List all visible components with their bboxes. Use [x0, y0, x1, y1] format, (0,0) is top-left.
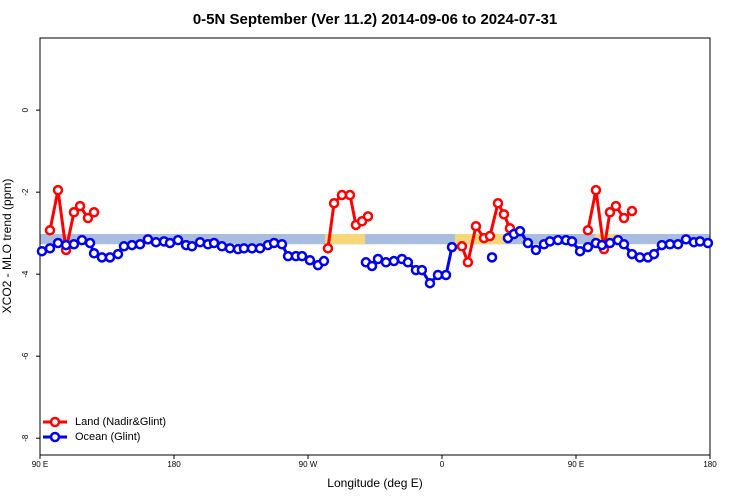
x-tick-label: 90 E — [568, 460, 584, 469]
legend-marker — [49, 416, 61, 428]
data-point — [574, 245, 586, 257]
data-point — [44, 243, 56, 254]
data-point — [402, 257, 414, 268]
data-point — [68, 207, 80, 218]
data-point — [424, 277, 436, 289]
data-point — [440, 269, 452, 281]
data-point — [582, 241, 594, 253]
data-point — [566, 236, 578, 247]
data-point — [366, 260, 378, 272]
data-point — [328, 197, 340, 209]
data-point — [362, 211, 374, 222]
y-tick-label: -6 — [21, 352, 30, 360]
data-point — [656, 239, 668, 251]
data-point — [610, 200, 622, 212]
data-point — [456, 241, 468, 252]
data-point — [150, 236, 162, 248]
data-point — [544, 236, 556, 247]
data-point — [582, 225, 594, 236]
data-point — [52, 237, 64, 249]
legend-marker — [49, 431, 61, 443]
data-point — [84, 237, 96, 249]
data-point — [372, 253, 384, 265]
x-axis-label: Longitude (deg E) — [327, 476, 422, 490]
y-tick-label: 0 — [21, 107, 30, 112]
data-point — [388, 255, 400, 267]
data-point — [104, 252, 116, 263]
reference-band — [40, 233, 710, 245]
data-point — [134, 238, 146, 250]
data-point — [82, 212, 94, 224]
data-point — [446, 241, 458, 253]
data-point — [322, 243, 334, 254]
data-point — [172, 234, 184, 246]
x-tick-label: 180 — [167, 460, 181, 469]
series-line — [48, 189, 633, 268]
data-point — [88, 207, 100, 218]
data-point — [470, 220, 482, 232]
x-tick-label: 0 — [440, 460, 445, 469]
data-point — [486, 252, 498, 263]
data-point — [702, 237, 714, 249]
data-point — [462, 257, 474, 268]
data-point — [344, 189, 356, 201]
x-tick-label: 180 — [703, 460, 717, 469]
y-tick-label: -2 — [21, 188, 30, 196]
data-point — [618, 212, 630, 224]
data-point — [126, 239, 138, 251]
data-point — [112, 248, 124, 260]
data-point — [522, 237, 534, 249]
data-point — [484, 230, 496, 242]
data-point — [296, 250, 308, 262]
data-point — [514, 225, 526, 237]
data-point — [224, 243, 236, 254]
legend-label: Ocean (Glint) — [75, 431, 140, 443]
land-span — [324, 233, 366, 245]
data-point — [118, 241, 130, 252]
data-point — [216, 241, 228, 252]
data-point — [498, 209, 510, 220]
x-tick-label: 90 E — [32, 460, 48, 469]
data-point — [672, 238, 684, 250]
data-point — [44, 225, 56, 236]
x-tick-label: 90 W — [299, 460, 318, 469]
data-point — [596, 239, 608, 251]
data-point — [530, 244, 542, 256]
data-point — [590, 184, 602, 196]
chart-title: 0-5N September (Ver 11.2) 2014-09-06 to … — [193, 11, 557, 28]
data-point — [74, 200, 86, 212]
data-point — [604, 207, 616, 218]
data-point — [304, 254, 316, 266]
data-point — [318, 255, 330, 267]
data-point — [186, 241, 198, 252]
data-point — [416, 264, 428, 276]
data-point — [68, 238, 80, 250]
data-point — [648, 248, 660, 260]
y-tick-label: -4 — [21, 270, 30, 278]
data-point — [492, 197, 504, 209]
data-point — [88, 248, 100, 259]
legend-label: Land (Nadir&Glint) — [75, 416, 166, 428]
data-point — [626, 205, 638, 217]
y-tick-label: -8 — [21, 434, 30, 442]
data-point — [276, 238, 288, 250]
data-point — [618, 238, 630, 250]
data-point — [52, 184, 64, 196]
y-axis-label: XCO2 - MLO trend (ppm) — [0, 179, 14, 314]
